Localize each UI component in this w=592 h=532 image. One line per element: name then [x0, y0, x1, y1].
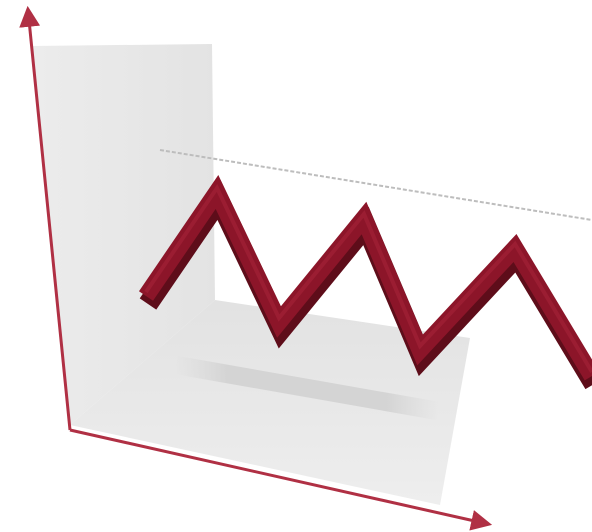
floor-shadow [174, 356, 440, 420]
x-axis [69, 428, 493, 531]
back-wall-panel [32, 44, 215, 425]
trend-line [138, 175, 592, 390]
reference-line [159, 149, 592, 221]
y-axis [19, 5, 72, 431]
floor-panel [70, 300, 470, 505]
